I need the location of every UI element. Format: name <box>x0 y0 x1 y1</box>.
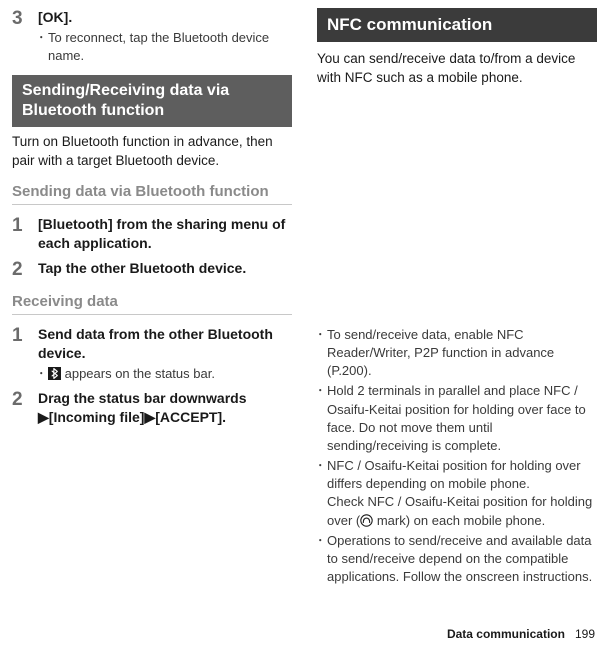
subheading-receiving: Receiving data <box>12 293 292 315</box>
footer-label: Data communication <box>447 627 565 641</box>
bluetooth-icon <box>48 367 61 380</box>
section-banner-sending-receiving: Sending/Receiving data via Bluetooth fun… <box>12 75 292 127</box>
bullet-text: NFC / Osaifu-Keitai position for holding… <box>327 457 597 530</box>
step-body: Send data from the other Bluetooth devic… <box>32 325 292 383</box>
bullet-dot: ･ <box>317 457 327 530</box>
step-number: 2 <box>12 389 32 427</box>
step-title: Send data from the other Bluetooth devic… <box>38 325 292 363</box>
step-title: [OK]. <box>38 8 292 27</box>
nfc-mark-icon <box>360 514 373 527</box>
intro-text: Turn on Bluetooth function in advance, t… <box>12 133 292 171</box>
step-body: [OK]. ･ To reconnect, tap the Bluetooth … <box>32 8 292 65</box>
send-step-2: 2 Tap the other Bluetooth device. <box>12 259 292 281</box>
bullet-text: appears on the status bar. <box>48 365 292 383</box>
bullet-dot: ･ <box>317 532 327 587</box>
recv-step-2: 2 Drag the status bar downwards ▶[Incomi… <box>12 389 292 427</box>
send-step-1: 1 [Bluetooth] from the sharing menu of e… <box>12 215 292 253</box>
step-body: Tap the other Bluetooth device. <box>32 259 292 281</box>
b3-line1: NFC / Osaifu-Keitai position for holding… <box>327 458 581 491</box>
illustration-placeholder <box>317 94 597 324</box>
title-part-b: [Incoming file] <box>49 409 145 425</box>
nfc-bullet-1: ･ To send/receive data, enable NFC Reade… <box>317 326 597 381</box>
bullet-dot: ･ <box>317 326 327 381</box>
left-column: 3 [OK]. ･ To reconnect, tap the Bluetoot… <box>0 0 304 647</box>
triangle-icon: ▶ <box>38 409 49 425</box>
step-3: 3 [OK]. ･ To reconnect, tap the Bluetoot… <box>12 8 292 65</box>
right-column: NFC communication You can send/receive d… <box>304 0 609 647</box>
step-title: Tap the other Bluetooth device. <box>38 259 292 278</box>
bullet-dot: ･ <box>38 365 48 383</box>
step-number: 2 <box>12 259 32 281</box>
page-footer: Data communication 199 <box>447 627 595 641</box>
triangle-icon: ▶ <box>144 409 155 425</box>
nfc-bullet-3: ･ NFC / Osaifu-Keitai position for holdi… <box>317 457 597 530</box>
step-number: 1 <box>12 215 32 253</box>
step-body: [Bluetooth] from the sharing menu of eac… <box>32 215 292 253</box>
bullet-text: Operations to send/receive and available… <box>327 532 597 587</box>
bullet-dot: ･ <box>38 29 48 65</box>
footer-page: 199 <box>575 627 595 641</box>
subheading-sending: Sending data via Bluetooth function <box>12 183 292 205</box>
nfc-bullet-4: ･ Operations to send/receive and availab… <box>317 532 597 587</box>
step-number: 3 <box>12 8 32 65</box>
title-part-a: Drag the status bar downwards <box>38 390 246 406</box>
bullet-text: To send/receive data, enable NFC Reader/… <box>327 326 597 381</box>
nfc-bullet-2: ･ Hold 2 terminals in parallel and place… <box>317 382 597 455</box>
b3-after: mark) on each mobile phone. <box>373 513 545 528</box>
section-banner-nfc: NFC communication <box>317 8 597 42</box>
bullet-text: Hold 2 terminals in parallel and place N… <box>327 382 597 455</box>
step-bullet: ･ appears on the status bar. <box>38 365 292 383</box>
page: 3 [OK]. ･ To reconnect, tap the Bluetoot… <box>0 0 609 647</box>
bullet-text: To reconnect, tap the Bluetooth device n… <box>48 29 292 65</box>
bullet-dot: ･ <box>317 382 327 455</box>
recv-step-1: 1 Send data from the other Bluetooth dev… <box>12 325 292 383</box>
step-title: [Bluetooth] from the sharing menu of eac… <box>38 215 292 253</box>
step-number: 1 <box>12 325 32 383</box>
nfc-intro: You can send/receive data to/from a devi… <box>317 50 597 88</box>
step-bullet: ･ To reconnect, tap the Bluetooth device… <box>38 29 292 65</box>
step-title: Drag the status bar downwards ▶[Incoming… <box>38 389 292 427</box>
step-body: Drag the status bar downwards ▶[Incoming… <box>32 389 292 427</box>
title-part-c: [ACCEPT]. <box>155 409 226 425</box>
bullet-text-after-icon: appears on the status bar. <box>61 366 215 381</box>
